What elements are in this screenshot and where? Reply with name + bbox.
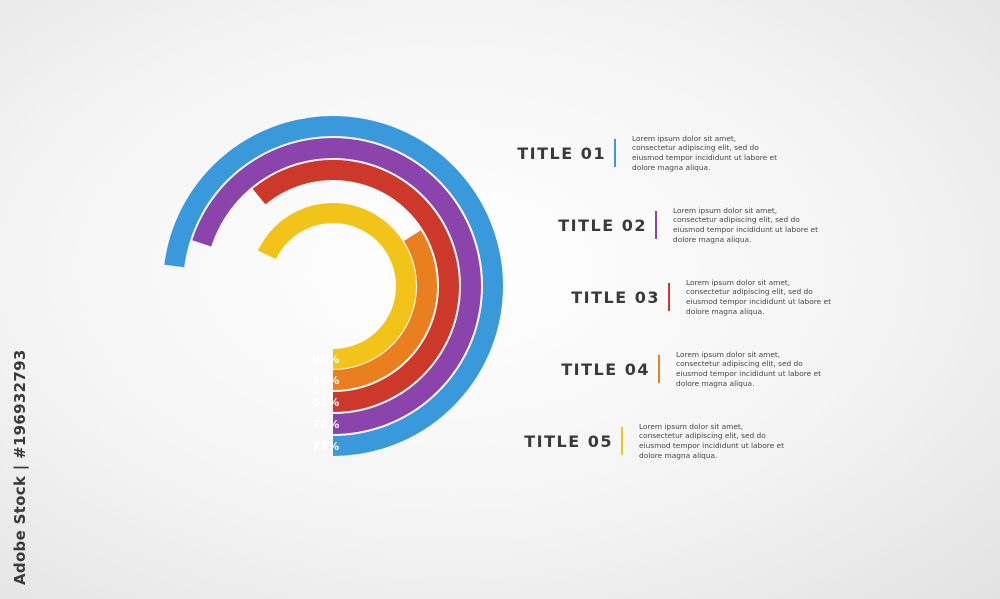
legend-item-03: TITLE 03 Lorem ipsum dolor sit amet, con… bbox=[545, 277, 836, 317]
legend-description: Lorem ipsum dolor sit amet, consectetur … bbox=[673, 205, 818, 244]
legend-title: TITLE 05 bbox=[524, 431, 613, 451]
legend-item-04: TITLE 04 Lorem ipsum dolor sit amet, con… bbox=[535, 349, 826, 389]
radial-bar-5 bbox=[257, 203, 416, 369]
legend-color-bar bbox=[621, 427, 623, 455]
radial-bar-label-1: 73% bbox=[312, 440, 340, 453]
legend-description: Lorem ipsum dolor sit amet, consectetur … bbox=[686, 277, 831, 316]
radial-bar-label-3: 61% bbox=[312, 396, 340, 409]
stock-credit: Adobe Stock | #196932793 bbox=[11, 349, 29, 585]
radial-bar-label-5: 68% bbox=[312, 353, 340, 366]
legend-description: Lorem ipsum dolor sit amet, consectetur … bbox=[639, 421, 784, 460]
legend-item-05: TITLE 05 Lorem ipsum dolor sit amet, con… bbox=[498, 421, 789, 461]
legend-item-01: TITLE 01 Lorem ipsum dolor sit amet, con… bbox=[491, 133, 782, 173]
legend-item-02: TITLE 02 Lorem ipsum dolor sit amet, con… bbox=[532, 205, 823, 245]
radial-bar-label-4: 34% bbox=[312, 374, 340, 387]
legend-title: TITLE 03 bbox=[571, 287, 660, 307]
radial-bar-label-2: 70% bbox=[312, 418, 340, 431]
legend-description: Lorem ipsum dolor sit amet, consectetur … bbox=[676, 349, 821, 388]
legend-color-bar bbox=[668, 283, 670, 311]
legend-description: Lorem ipsum dolor sit amet, consectetur … bbox=[632, 133, 777, 172]
radial-bar-1 bbox=[164, 116, 503, 456]
legend-color-bar bbox=[614, 139, 616, 167]
legend-title: TITLE 04 bbox=[561, 359, 650, 379]
legend-color-bar bbox=[658, 355, 660, 383]
legend-title: TITLE 01 bbox=[517, 143, 606, 163]
legend-title: TITLE 02 bbox=[558, 215, 647, 235]
radial-bar-2 bbox=[192, 138, 481, 434]
radial-bar-4 bbox=[332, 230, 437, 390]
legend-color-bar bbox=[655, 211, 657, 239]
radial-bar-3 bbox=[252, 160, 459, 412]
